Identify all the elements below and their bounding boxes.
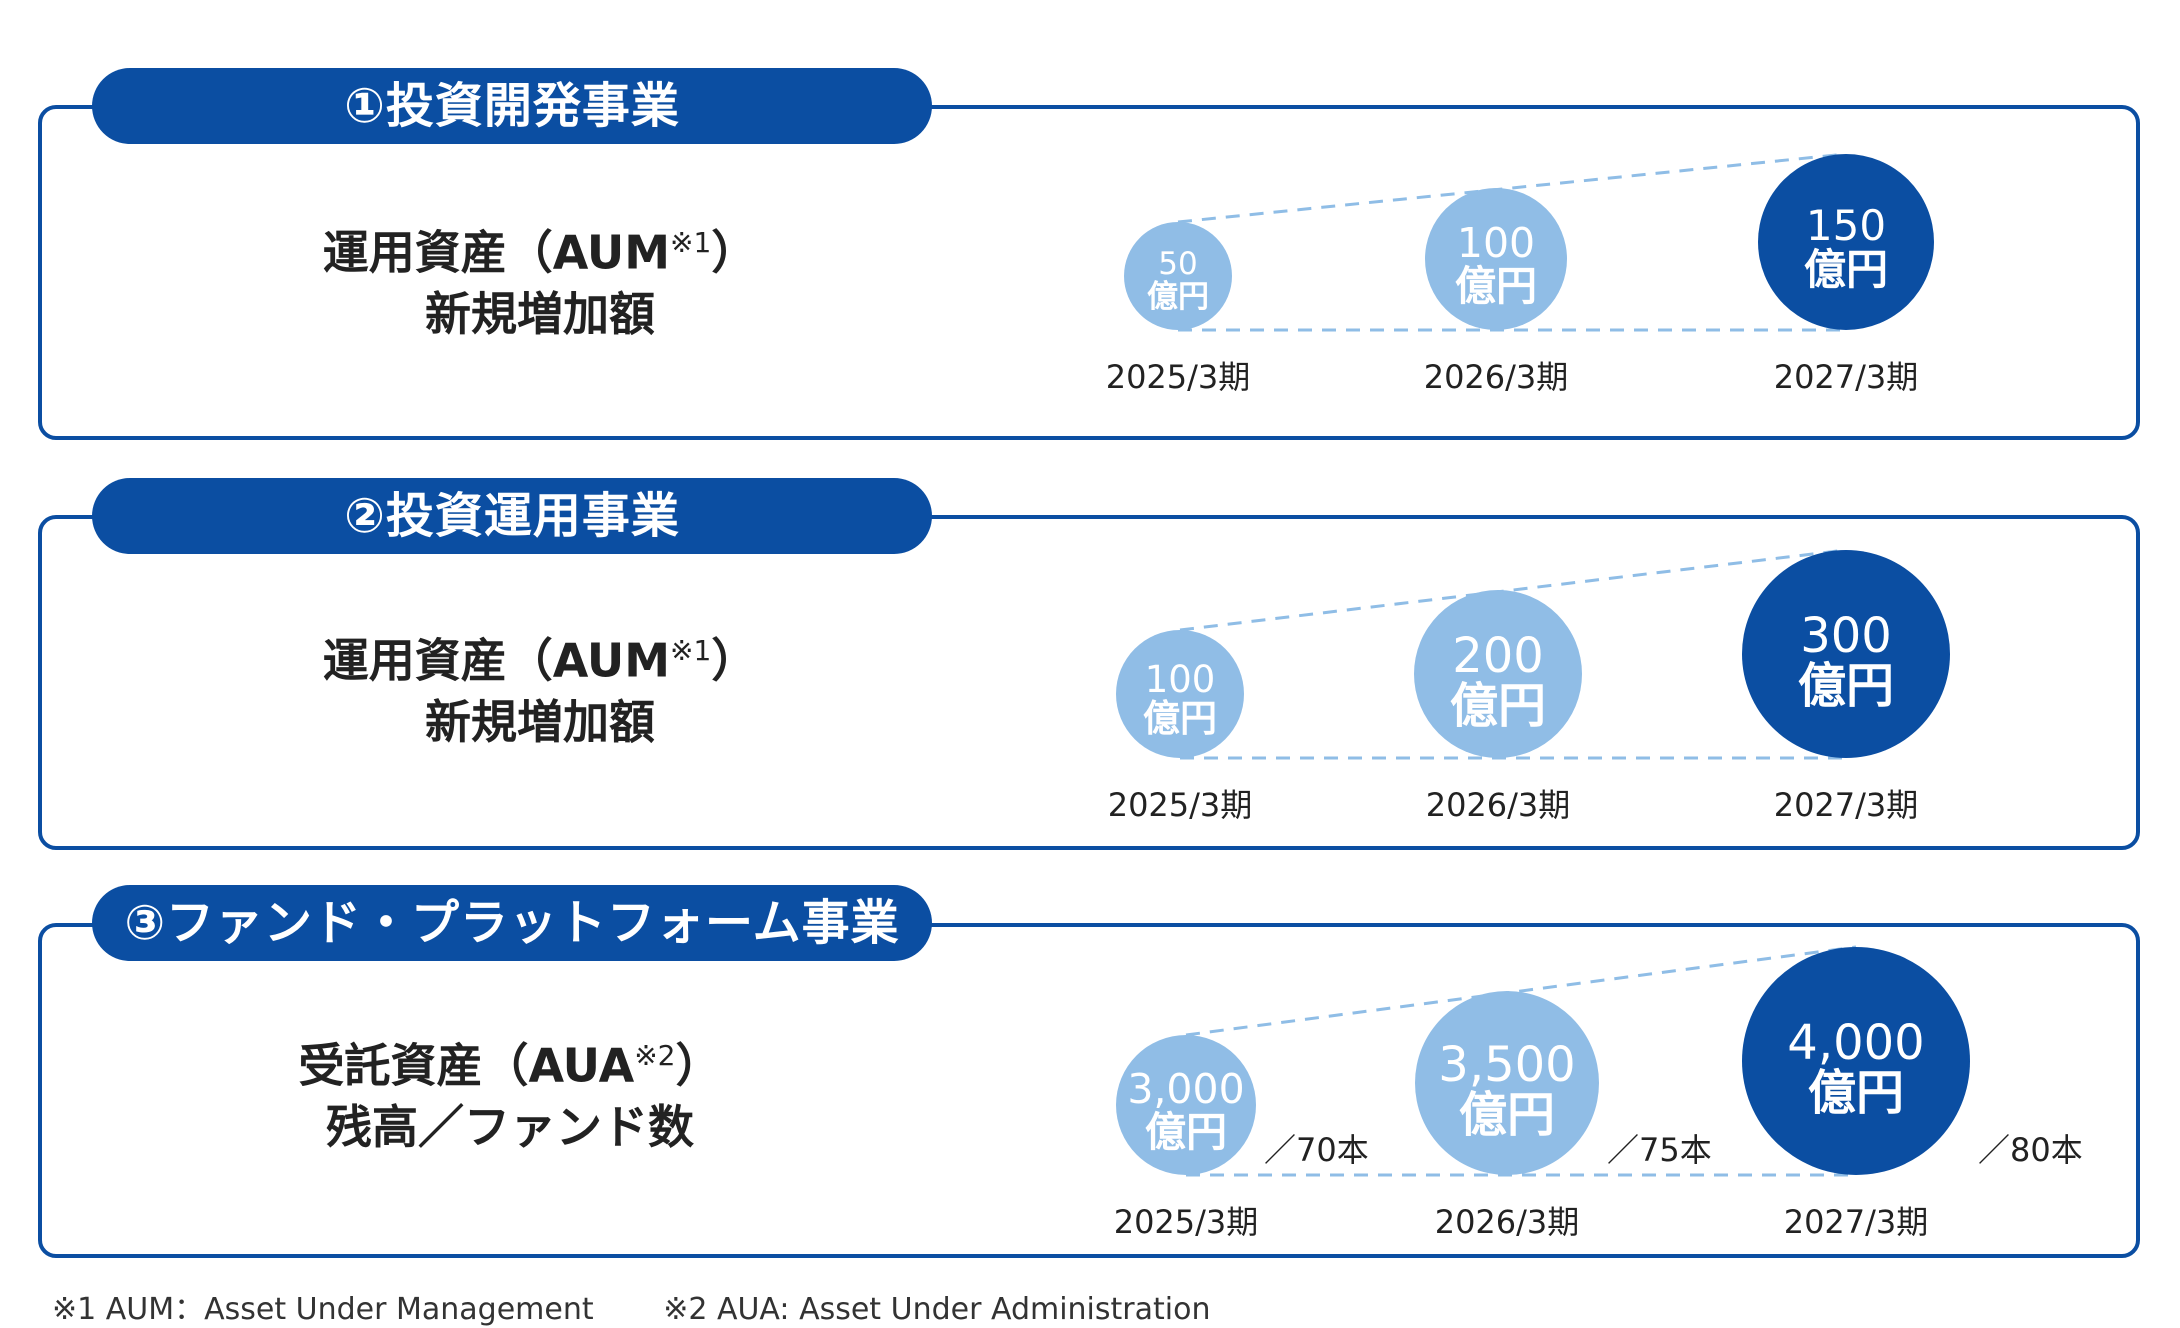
bubble-unit-label: 億円 [1143,697,1217,740]
metric-note: ※1 [670,226,712,259]
category-label: 2027/3期 [1784,1203,1929,1241]
bubble-value-label: 50 [1158,246,1197,282]
metric-note: ※1 [670,634,712,667]
guide-top-line [1179,548,1847,632]
metric-line1: 受託資産（AUA [298,1038,635,1093]
section-investment-management: ②投資運用事業 運用資産（AUM※1） 新規増加額 100 億円 2025/3期 20… [0,470,2180,870]
bubble-unit-label: 億円 [1147,279,1209,315]
category-label: 2026/3期 [1435,1203,1580,1241]
section-header: ①投資開発事業 [92,68,932,144]
fund-count-label: ／70本 [1264,1131,1369,1169]
bubble-3 [1742,947,1970,1175]
metric-line1-end: ） [711,633,758,688]
metric-line1: 運用資産（AUM [322,225,671,280]
bubble-2 [1414,590,1582,758]
section-header: ③ファンド・プラットフォーム事業 [92,885,932,961]
category-label: 2027/3期 [1774,358,1919,396]
metric-line2: 残高／ファンド数 [326,1100,694,1155]
bubble-value-label: 200 [1452,628,1544,684]
category-label: 2026/3期 [1424,358,1569,396]
bubble-value-label: 300 [1800,608,1892,664]
bubble-3 [1758,154,1934,330]
metric-line1-end: ） [711,225,758,280]
bubble-unit-label: 億円 [1450,678,1546,734]
section-header: ②投資運用事業 [92,478,932,554]
bubble-2 [1425,188,1567,330]
bubble-unit-label: 億円 [1459,1087,1555,1143]
metric-line1-end: ） [675,1038,722,1093]
metric-label: 運用資産（AUM※1） 新規増加額 [150,620,930,753]
footnotes: ※1 AUM：Asset Under Management ※2 AUA: As… [52,1284,1270,1328]
metric-label: 受託資産（AUA※2） 残高／ファンド数 [120,1025,900,1158]
guide-top-line [1185,945,1857,1037]
bubble-unit-label: 億円 [1798,658,1894,714]
category-label: 2025/3期 [1106,358,1251,396]
metric-note: ※2 [634,1039,676,1072]
bubble-2 [1415,991,1599,1175]
bubble-value-label: 150 [1806,201,1886,250]
bubble-unit-label: 億円 [1808,1065,1904,1121]
metric-line1: 運用資産（AUM [322,633,671,688]
section-fund-platform: ③ファンド・プラットフォーム事業 受託資産（AUA※2） 残高／ファンド数 3,… [0,875,2180,1275]
section-investment-development: ①投資開発事業 運用資産（AUM※1） 新規増加額 50 億円 2025/3期 100… [0,0,2180,450]
fund-count-label: ／75本 [1607,1131,1712,1169]
metric-line2: 新規増加額 [425,695,655,750]
bubble-value-label: 3,000 [1127,1065,1244,1113]
category-label: 2025/3期 [1114,1203,1259,1241]
bubble-value-label: 100 [1457,219,1535,267]
bubble-unit-label: 億円 [1455,262,1537,310]
bubble-value-label: 100 [1145,658,1216,701]
bubble-value-label: 3,500 [1438,1037,1575,1093]
bubble-value-label: 4,000 [1787,1015,1924,1071]
metric-label: 運用資産（AUM※1） 新規増加額 [150,212,930,345]
category-label: 2026/3期 [1426,786,1571,824]
guide-top-line [1177,152,1847,224]
bubble-1 [1116,1035,1256,1175]
bubble-unit-label: 億円 [1804,245,1888,294]
bubble-3 [1742,550,1950,758]
fund-count-label: ／80本 [1978,1131,2083,1169]
footnote-aua: ※2 AUA: Asset Under Administration [663,1292,1211,1327]
footnote-aum: ※1 AUM：Asset Under Management [52,1292,594,1327]
bubble-1 [1116,630,1244,758]
category-label: 2027/3期 [1774,786,1919,824]
category-label: 2025/3期 [1108,786,1253,824]
bubble-chart: 3,000億円2025/3期／70本3,500億円2026/3期／75本4,00… [1114,945,2083,1241]
metric-line2: 新規増加額 [425,287,655,342]
bubble-unit-label: 億円 [1145,1108,1227,1156]
bubble-1 [1124,222,1232,330]
